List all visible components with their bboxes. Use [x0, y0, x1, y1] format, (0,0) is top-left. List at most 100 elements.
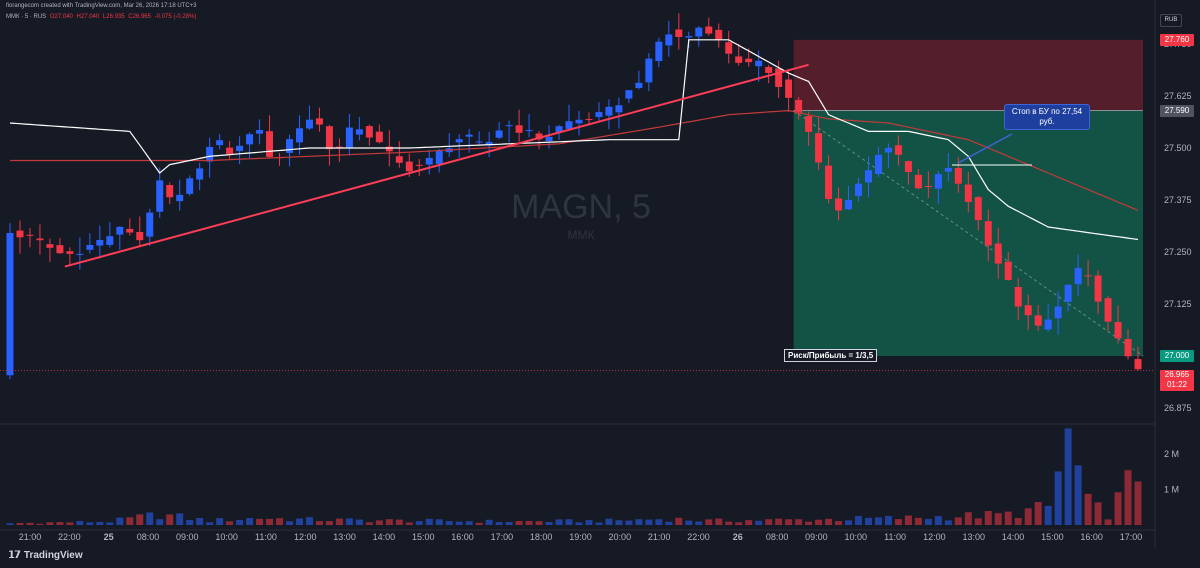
callout-pointer: [957, 133, 1013, 164]
candle-body: [755, 60, 763, 67]
candle-body: [136, 232, 144, 241]
candle-body: [545, 136, 553, 142]
currency-badge[interactable]: RUB: [1160, 14, 1182, 27]
price-tick-label: 26.875: [1164, 403, 1192, 413]
candle-body: [1054, 306, 1062, 319]
tradingview-brand[interactable]: 𝟭𝟳 TradingView: [8, 550, 83, 561]
candle-body: [375, 131, 383, 143]
time-tick-label: 22:00: [58, 532, 81, 542]
volume-bar: [715, 518, 723, 525]
bar-countdown: 01:22: [1166, 380, 1188, 389]
candle-body: [345, 127, 353, 148]
volume-bar: [635, 519, 643, 525]
candle-body: [835, 198, 843, 211]
candle-body: [894, 145, 902, 155]
candle-body: [795, 100, 803, 114]
candle-body: [355, 129, 363, 135]
volume-bar: [156, 519, 164, 525]
candle-body: [226, 147, 234, 155]
ohlc-open: O27.040: [49, 14, 73, 20]
time-tick-label: 16:00: [1080, 532, 1103, 542]
volume-tick-label: 1 M: [1164, 485, 1179, 495]
candle-body: [765, 66, 773, 73]
risk-reward-label[interactable]: Риск/Прибыль = 1/3,5: [784, 349, 878, 362]
candle-body: [315, 118, 323, 125]
volume-bar: [785, 519, 793, 525]
candle-body: [495, 130, 503, 138]
target-diagonal: [793, 110, 1144, 357]
volume-bar: [825, 518, 833, 525]
brand-name: TradingView: [23, 550, 83, 561]
time-tick-label: 14:00: [373, 532, 396, 542]
volume-bar: [665, 521, 673, 525]
volume-bar: [685, 520, 693, 525]
ohlc-change: -0.075 (-0.28%): [154, 14, 197, 20]
time-tick-label: 09:00: [805, 532, 828, 542]
volume-bar: [994, 513, 1002, 525]
candles: [6, 13, 1142, 380]
candle-body: [206, 146, 214, 162]
volume-bar: [884, 515, 892, 525]
candle-body: [645, 58, 653, 83]
volume-bar: [455, 521, 463, 525]
volume-bar: [465, 521, 473, 525]
candle-body: [675, 29, 683, 37]
volume-bar: [76, 520, 84, 525]
volume-bar: [106, 522, 114, 525]
volume-bar: [1104, 519, 1112, 525]
volume-bar: [1094, 502, 1102, 525]
volume-bar: [655, 519, 663, 525]
volume-bar: [775, 518, 783, 525]
volume-bar: [86, 522, 94, 525]
candle-body: [904, 161, 912, 172]
price-tick-label: 27.250: [1164, 247, 1192, 257]
ohlc-legend[interactable]: ММК · 5 · RUS O27.040 H27.040 L26.935 C2…: [6, 14, 196, 20]
volume-bar: [136, 514, 144, 525]
volume-bar: [815, 519, 823, 525]
ohlc-high: H27.040: [76, 14, 100, 20]
volume-bar: [146, 512, 154, 525]
candle-body: [944, 168, 952, 172]
candle-body: [874, 154, 882, 174]
volume-bar: [585, 520, 593, 525]
volume-bar: [286, 521, 293, 525]
volume-bar: [495, 522, 503, 525]
candle-body: [785, 79, 793, 98]
candle-body: [465, 134, 473, 137]
volume-bar: [1084, 493, 1092, 525]
price-tick-label: 27.125: [1164, 299, 1192, 309]
candle-body: [405, 161, 413, 172]
volume-bar: [864, 517, 872, 525]
candle-body: [96, 239, 104, 246]
candle-body: [485, 141, 493, 146]
volume-bar: [735, 522, 743, 525]
time-tick-label: 12:00: [294, 532, 317, 542]
volume-bar: [485, 519, 493, 525]
time-tick-label: 08:00: [766, 532, 789, 542]
candle-body: [1084, 275, 1092, 277]
volume-bar: [904, 515, 912, 525]
volume-bar: [625, 520, 633, 525]
candle-body: [196, 168, 204, 180]
volume-bar: [295, 518, 303, 525]
volume-bar: [845, 520, 853, 525]
volume-bar: [425, 518, 433, 525]
volume-bar: [186, 520, 194, 525]
volume-bar: [755, 520, 763, 525]
volume-bar: [226, 521, 234, 525]
stop-callout[interactable]: Стоп в БУ по 27,54 руб.: [1004, 104, 1090, 130]
time-tick-label: 18:00: [530, 532, 553, 542]
volume-bar: [435, 519, 443, 525]
candle-body: [585, 118, 593, 120]
volume-bar: [575, 522, 583, 525]
volume-bar: [525, 520, 533, 525]
volume-bar: [1114, 492, 1122, 525]
symbol-line: ММК · 5 · RUS: [6, 14, 47, 20]
volume-bar: [615, 520, 623, 525]
candle-body: [555, 126, 563, 133]
candle-body: [1134, 359, 1142, 370]
candle-body: [864, 170, 872, 183]
time-tick-label: 15:00: [412, 532, 435, 542]
volume-bar: [944, 520, 952, 525]
